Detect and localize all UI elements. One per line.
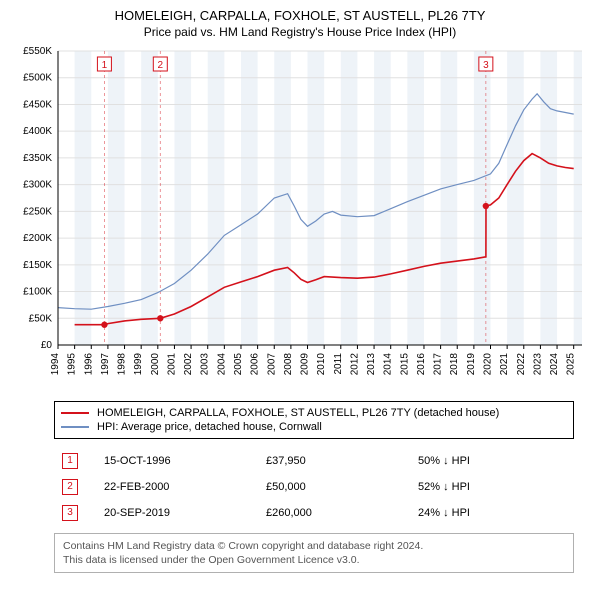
svg-text:2020: 2020 (483, 353, 494, 376)
svg-text:2: 2 (158, 60, 164, 71)
cell-delta: 24% ↓ HPI (412, 501, 572, 525)
svg-text:£250K: £250K (23, 206, 52, 217)
svg-text:2013: 2013 (366, 353, 377, 376)
svg-text:£350K: £350K (23, 153, 52, 164)
svg-text:2006: 2006 (250, 353, 261, 376)
svg-text:£150K: £150K (23, 260, 52, 271)
svg-text:2004: 2004 (216, 353, 227, 376)
svg-text:2014: 2014 (383, 353, 394, 376)
cell-date: 22-FEB-2000 (98, 475, 258, 499)
marker-box-icon: 1 (62, 453, 78, 469)
svg-text:2018: 2018 (449, 353, 460, 376)
svg-text:£450K: £450K (23, 99, 52, 110)
svg-text:£550K: £550K (23, 46, 52, 57)
cell-delta: 50% ↓ HPI (412, 449, 572, 473)
svg-text:1997: 1997 (100, 353, 111, 376)
cell-price: £37,950 (260, 449, 410, 473)
attribution-box: Contains HM Land Registry data © Crown c… (54, 533, 574, 573)
svg-text:2009: 2009 (300, 353, 311, 376)
svg-text:£300K: £300K (23, 180, 52, 191)
svg-text:2005: 2005 (233, 353, 244, 376)
svg-text:2025: 2025 (566, 353, 577, 376)
attribution-line-2: This data is licensed under the Open Gov… (63, 553, 565, 567)
svg-text:2015: 2015 (399, 353, 410, 376)
svg-text:£0: £0 (41, 340, 53, 351)
legend-row: HOMELEIGH, CARPALLA, FOXHOLE, ST AUSTELL… (61, 406, 567, 420)
svg-text:£400K: £400K (23, 126, 52, 137)
legend-label: HOMELEIGH, CARPALLA, FOXHOLE, ST AUSTELL… (97, 407, 499, 419)
cell-price: £260,000 (260, 501, 410, 525)
legend-row: HPI: Average price, detached house, Corn… (61, 420, 567, 434)
svg-text:2012: 2012 (349, 353, 360, 376)
cell-date: 15-OCT-1996 (98, 449, 258, 473)
svg-text:2011: 2011 (333, 353, 344, 375)
title-main: HOMELEIGH, CARPALLA, FOXHOLE, ST AUSTELL… (10, 8, 590, 23)
svg-text:1999: 1999 (133, 353, 144, 376)
legend-swatch (61, 412, 89, 414)
svg-text:2000: 2000 (150, 353, 161, 376)
chart-plot: £0 £50K £100K £150K £200K £250K £300K £350K £400… (10, 45, 590, 395)
legend-label: HPI: Average price, detached house, Corn… (97, 421, 322, 433)
svg-text:£100K: £100K (23, 287, 52, 298)
cell-marker: 2 (56, 475, 96, 499)
svg-text:1: 1 (102, 60, 108, 71)
cell-marker: 3 (56, 501, 96, 525)
svg-text:2023: 2023 (532, 353, 543, 376)
cell-date: 20-SEP-2019 (98, 501, 258, 525)
svg-text:2002: 2002 (183, 353, 194, 376)
svg-text:2021: 2021 (499, 353, 510, 376)
legend-swatch (61, 426, 89, 428)
table-row: 2 22-FEB-2000£50,00052% ↓ HPI (56, 475, 572, 499)
cell-marker: 1 (56, 449, 96, 473)
svg-text:2024: 2024 (549, 353, 560, 376)
svg-text:2008: 2008 (283, 353, 294, 376)
svg-text:2003: 2003 (200, 353, 211, 376)
cell-delta: 52% ↓ HPI (412, 475, 572, 499)
title-sub: Price paid vs. HM Land Registry's House … (10, 25, 590, 39)
legend-box: HOMELEIGH, CARPALLA, FOXHOLE, ST AUSTELL… (54, 401, 574, 439)
svg-text:1996: 1996 (83, 353, 94, 376)
attribution-line-1: Contains HM Land Registry data © Crown c… (63, 539, 565, 553)
marker-box-icon: 3 (62, 505, 78, 521)
svg-text:2001: 2001 (166, 353, 177, 376)
svg-text:£50K: £50K (29, 313, 53, 324)
svg-text:1998: 1998 (117, 353, 128, 376)
svg-text:2019: 2019 (466, 353, 477, 376)
chart-svg: £0 £50K £100K £150K £200K £250K £300K £350K £400… (10, 45, 590, 395)
chart-titles: HOMELEIGH, CARPALLA, FOXHOLE, ST AUSTELL… (10, 8, 590, 39)
svg-text:1995: 1995 (67, 353, 78, 376)
marker-box-icon: 2 (62, 479, 78, 495)
svg-text:2017: 2017 (433, 353, 444, 376)
table-row: 3 20-SEP-2019£260,00024% ↓ HPI (56, 501, 572, 525)
svg-text:2010: 2010 (316, 353, 327, 376)
svg-text:2007: 2007 (266, 353, 277, 376)
sales-table: 1 15-OCT-1996£37,95050% ↓ HPI 2 22-FEB-2000… (54, 447, 574, 527)
svg-text:2016: 2016 (416, 353, 427, 376)
svg-text:£500K: £500K (23, 73, 52, 84)
svg-text:£200K: £200K (23, 233, 52, 244)
chart-container: HOMELEIGH, CARPALLA, FOXHOLE, ST AUSTELL… (0, 0, 600, 590)
cell-price: £50,000 (260, 475, 410, 499)
svg-text:2022: 2022 (516, 353, 527, 376)
svg-text:3: 3 (483, 60, 489, 71)
svg-text:1994: 1994 (50, 353, 61, 376)
table-row: 1 15-OCT-1996£37,95050% ↓ HPI (56, 449, 572, 473)
